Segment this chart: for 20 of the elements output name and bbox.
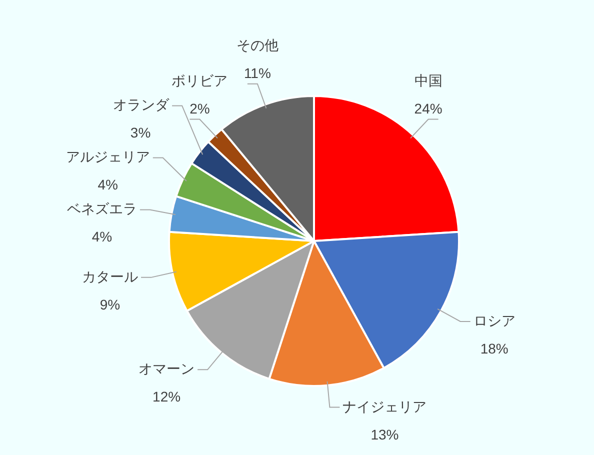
slice-label: ナイジェリア: [342, 398, 427, 414]
data-label: 24%: [414, 100, 442, 116]
data-label: 4%: [92, 228, 112, 245]
data-label: 3%: [130, 124, 151, 141]
data-label: 9%: [100, 296, 120, 312]
slice-label: カタール: [82, 268, 138, 284]
slice-label: オマーン: [138, 360, 195, 377]
slice-label: ベネズエラ: [66, 200, 137, 217]
data-label: 13%: [370, 426, 399, 442]
data-label: 11%: [244, 64, 271, 81]
slice-label: ロシア: [473, 312, 516, 328]
data-label: 12%: [152, 388, 181, 405]
data-label: 18%: [480, 340, 508, 356]
data-label: 2%: [190, 100, 210, 116]
data-label: 4%: [98, 176, 118, 193]
slice-label: 中国: [414, 72, 442, 88]
slice-label: アルジェリア: [66, 148, 150, 165]
slice-label: その他: [236, 36, 278, 53]
slice-label: オランダ: [113, 96, 170, 113]
slice-label: ボリビア: [172, 72, 228, 88]
